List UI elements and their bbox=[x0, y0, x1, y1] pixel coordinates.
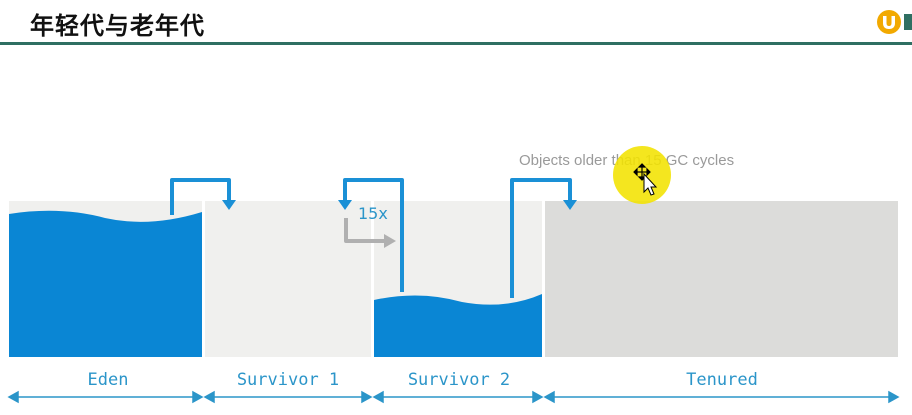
gray-cycle-arrow bbox=[344, 218, 386, 243]
dimension-line-survivor2 bbox=[372, 390, 544, 404]
company-logo-icon bbox=[872, 6, 912, 38]
region-label-survivor1: Survivor 1 bbox=[237, 370, 339, 390]
cycle-count-label: 15x bbox=[358, 204, 388, 223]
region-label-survivor2: Survivor 2 bbox=[408, 370, 510, 390]
survivor-swap-arrow bbox=[343, 178, 404, 292]
move-cursor-icon bbox=[633, 163, 658, 196]
dimension-line-eden bbox=[7, 390, 204, 404]
eden-to-survivor-arrowhead bbox=[222, 200, 236, 210]
survivor-swap-arrowhead bbox=[338, 200, 352, 210]
survivor1-region bbox=[205, 201, 371, 357]
region-label-tenured: Tenured bbox=[686, 370, 758, 390]
page-title: 年轻代与老年代 bbox=[30, 12, 205, 40]
tenured-region bbox=[545, 201, 898, 357]
header-divider bbox=[0, 42, 912, 45]
eden-fill bbox=[9, 210, 202, 357]
gray-cycle-arrowhead bbox=[384, 234, 396, 248]
eden-to-survivor-arrow bbox=[170, 178, 231, 215]
promotion-arrowhead bbox=[563, 200, 577, 210]
region-label-eden: Eden bbox=[88, 370, 129, 390]
survivor2-fill bbox=[374, 294, 542, 357]
dimension-line-tenured bbox=[543, 390, 900, 404]
promotion-arrow bbox=[510, 178, 572, 298]
dimension-line-survivor1 bbox=[203, 390, 373, 404]
